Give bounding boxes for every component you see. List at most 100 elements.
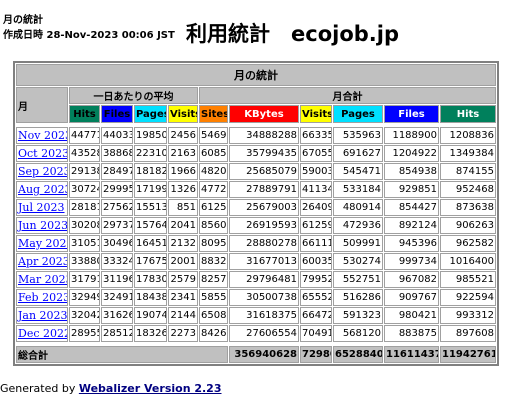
page-title: 利用統計 ecojob.jp [186,22,399,46]
value-cell: 59003 [300,163,332,180]
month-cell: Feb 2023 [16,289,68,306]
value-cell: 2001 [168,253,198,270]
value-cell: 2041 [168,217,198,234]
value-cell: 509991 [333,235,383,252]
month-cell: Sep 2023 [16,163,68,180]
value-cell: 30500738 [229,289,299,306]
value-cell: 480914 [333,199,383,216]
month-link[interactable]: Jun 2023 [18,219,68,232]
value-cell: 691627 [333,145,383,162]
value-cell: 8257 [199,271,228,288]
value-cell: 26409 [300,199,332,216]
column-header-row: Hits Files Pages Visits Sites KBytes Visits Pag… [16,105,497,123]
value-cell: 929851 [384,181,439,198]
month-cell: Jun 2023 [16,217,68,234]
value-cell: 61259 [300,217,332,234]
month-link[interactable]: Mar 2023 [18,273,68,286]
month-row: Aug 2023 30724 29995 17199 1326 4772 27889791 4… [16,181,497,198]
value-cell: 4820 [199,163,228,180]
value-cell: 535963 [333,127,383,144]
value-cell: 1208836 [440,127,497,144]
title-row: 月の統計 [16,64,497,86]
value-cell: 15513 [134,199,167,216]
month-link[interactable]: Dec 2022 [18,327,68,340]
month-link[interactable]: Oct 2023 [18,147,68,160]
value-cell: 6125 [199,199,228,216]
value-cell: 22310 [134,145,167,162]
month-link[interactable]: Aug 2023 [18,183,68,196]
value-cell: 2273 [168,325,198,342]
column-header: Pages [333,105,383,123]
table-title: 月の統計 [16,64,497,86]
value-cell: 952468 [440,181,497,198]
value-cell: 2144 [168,307,198,324]
value-cell: 552751 [333,271,383,288]
spacer [16,343,496,345]
month-row: Feb 2023 32949 32491 18438 2341 5855 30500738 6… [16,289,497,306]
value-cell: 883875 [384,325,439,342]
month-cell: Dec 2022 [16,325,68,342]
month-link[interactable]: Jul 2023 [18,201,65,214]
month-link[interactable]: Feb 2023 [18,291,68,304]
value-cell: 945396 [384,235,439,252]
value-cell: 28880278 [229,235,299,252]
value-cell: 16451 [134,235,167,252]
monthly-header: 月合計 [199,87,497,104]
value-cell: 32491 [101,289,133,306]
value-cell: 29737 [101,217,133,234]
month-link[interactable]: Nov 2023 [18,129,68,142]
value-cell: 897608 [440,325,497,342]
value-cell: 31791 [69,271,100,288]
footer-link[interactable]: Webalizer Version 2.23 [78,382,222,395]
value-cell: 472936 [333,217,383,234]
value-cell: 29995 [101,181,133,198]
value-cell: 32042 [69,307,100,324]
value-cell: 854427 [384,199,439,216]
spacer [16,124,496,126]
month-cell: Oct 2023 [16,145,68,162]
value-cell: 15764 [134,217,167,234]
month-row: Sep 2023 29138 28497 18182 1966 4820 25685079 5… [16,163,497,180]
value-cell: 17830 [134,271,167,288]
value-cell: 962582 [440,235,497,252]
column-header: Pages [134,105,167,123]
column-header: Sites [199,105,228,123]
value-cell: 25679003 [229,199,299,216]
footer: Generated by Webalizer Version 2.23 [0,382,222,395]
value-cell: 873638 [440,199,497,216]
total-label: 総合計 [16,346,228,363]
total-value: 11611437 [384,346,439,363]
value-cell: 28955 [69,325,100,342]
value-cell: 34888288 [229,127,299,144]
value-cell: 31051 [69,235,100,252]
month-cell: Nov 2023 [16,127,68,144]
month-link[interactable]: May 2023 [18,237,68,250]
month-link[interactable]: Apr 2023 [18,255,68,268]
month-row: Apr 2023 33880 33324 17675 2001 8832 31677013 6… [16,253,497,270]
value-cell: 27889791 [229,181,299,198]
generated-date: 作成日時 28-Nov-2023 00:06 JST [3,30,175,41]
value-cell: 4772 [199,181,228,198]
value-cell: 892124 [384,217,439,234]
value-cell: 874155 [440,163,497,180]
month-link[interactable]: Sep 2023 [18,165,68,178]
spacer-row [16,124,496,126]
total-value: 356940628 [229,346,299,363]
value-cell: 2132 [168,235,198,252]
month-row: Mar 2023 31791 31196 17830 2579 8257 29796481 7… [16,271,497,288]
page-subtitle: 月の統計 [3,15,43,26]
value-cell: 79952 [300,271,332,288]
month-row: Jul 2023 28181 27562 15513 851 6125 25679003 26… [16,199,497,216]
month-cell: May 2023 [16,235,68,252]
total-value: 6528840 [333,346,383,363]
monthly-table: 月の統計月一日あたりの平均 月合計 Hits Files Pages Visits Site… [13,61,500,366]
value-cell: 17199 [134,181,167,198]
value-cell: 35799435 [229,145,299,162]
value-cell: 27562 [101,199,133,216]
value-cell: 8426 [199,325,228,342]
value-cell: 19850 [134,127,167,144]
value-cell: 18326 [134,325,167,342]
value-cell: 33324 [101,253,133,270]
month-link[interactable]: Jan 2023 [18,309,68,322]
